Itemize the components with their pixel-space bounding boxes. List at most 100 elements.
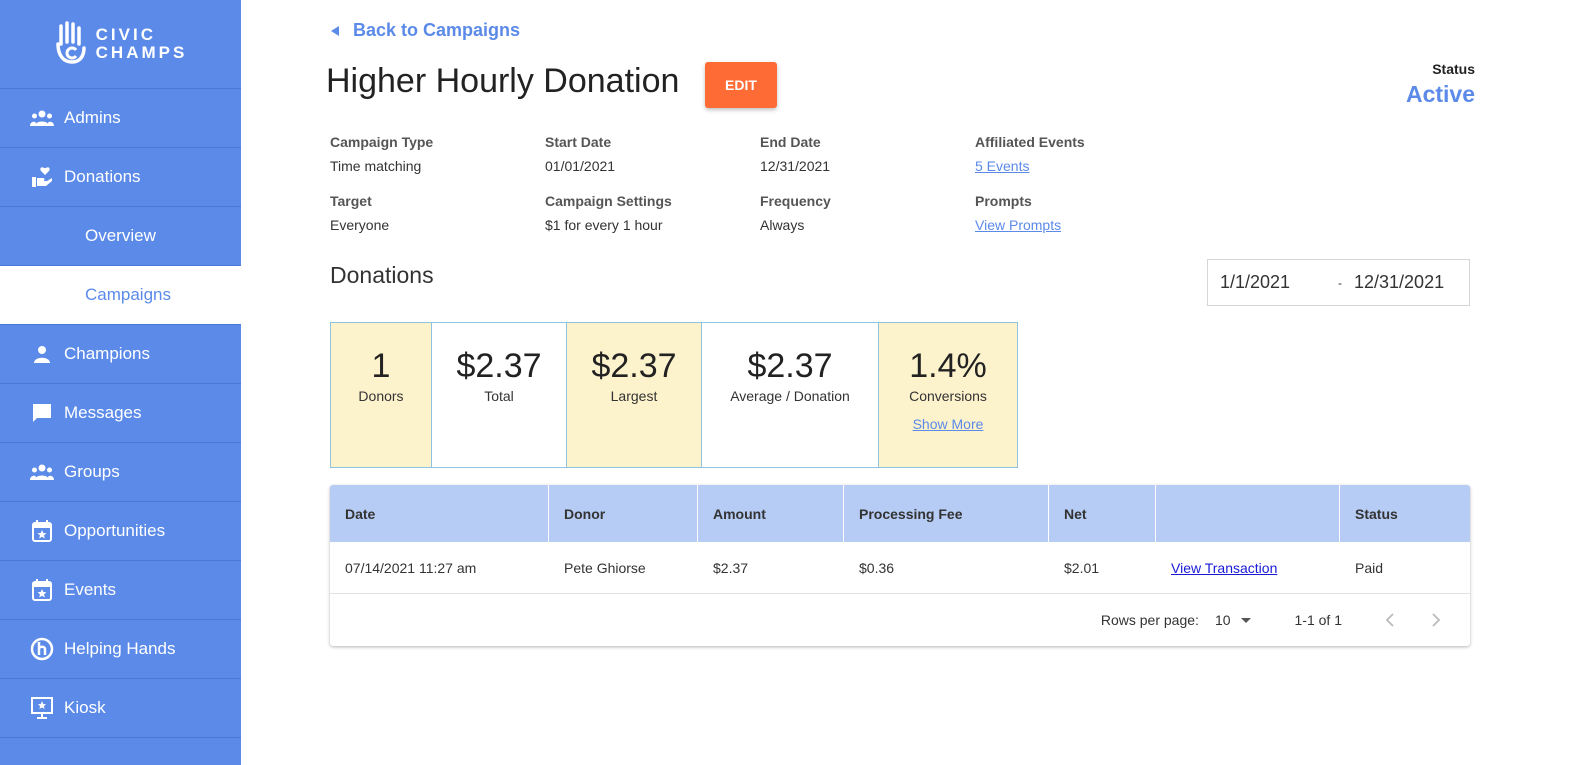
status-value: Active (1405, 81, 1475, 107)
column-header-net[interactable]: Net (1049, 485, 1156, 542)
sidebar-item-messages[interactable]: Messages (0, 384, 241, 443)
field-value: Time matching (330, 158, 422, 174)
column-header-processing-fee[interactable]: Processing Fee (844, 485, 1049, 542)
donation-stats: 1 Donors $2.37 Total $2.37 Largest $2.37… (330, 322, 1018, 468)
sidebar-item-campaigns[interactable]: Campaigns (0, 266, 241, 325)
sidebar-item-label: Helping Hands (64, 639, 176, 658)
field-value: $1 for every 1 hour (545, 217, 663, 233)
sidebar-item-events[interactable]: Events (0, 561, 241, 620)
donations-table: Date Donor Amount Processing Fee Net Sta… (330, 485, 1470, 646)
calendar-star-icon (30, 519, 54, 543)
field-value: Everyone (330, 217, 390, 233)
date-from-input[interactable]: 1/1/2021 (1220, 272, 1291, 292)
field-label: Prompts (975, 193, 1032, 209)
back-to-campaigns-link[interactable]: Back to Campaigns (331, 20, 520, 41)
date-range-picker[interactable]: 1/1/2021 - 12/31/2021 (1207, 259, 1470, 306)
column-header-donor[interactable]: Donor (549, 485, 698, 542)
sidebar-item-label: Kiosk (64, 698, 106, 717)
column-header-actions (1156, 485, 1340, 542)
sidebar-item-overview[interactable]: Overview (0, 207, 241, 266)
field-label: Frequency (760, 193, 831, 209)
sidebar-item-champions[interactable]: Champions (0, 325, 241, 384)
cell-actions: View Transaction (1156, 542, 1340, 593)
sidebar-item-kiosk[interactable]: Kiosk (0, 679, 241, 738)
main-content: Back to Campaigns Higher Hourly Donation… (241, 0, 1594, 765)
column-header-date[interactable]: Date (330, 485, 549, 542)
cell-processing-fee: $0.36 (859, 559, 895, 576)
sidebar-item-label: Events (64, 580, 116, 599)
sidebar-item-opportunities[interactable]: Opportunities (0, 502, 241, 561)
status-label: Status (1432, 61, 1475, 77)
prompts-field: Prompts View Prompts (975, 193, 1061, 233)
donations-heading: Donations (330, 262, 434, 288)
chevron-right-icon (1432, 613, 1441, 627)
start-date-field: Start Date 01/01/2021 (545, 134, 615, 174)
cell-amount: $2.37 (713, 559, 749, 576)
stat-label: Average / Donation (730, 388, 850, 404)
table-pagination: Rows per page: 10 1-1 of 1 (330, 594, 1470, 646)
sidebar-item-label: Champions (64, 344, 150, 363)
helping-hands-icon (30, 637, 54, 661)
campaign-type-field: Campaign Type Time matching (330, 134, 433, 174)
message-icon (30, 401, 54, 425)
affiliated-events-field: Affiliated Events 5 Events (975, 134, 1085, 174)
field-label: Target (330, 193, 372, 209)
edit-button[interactable]: EDIT (705, 62, 777, 108)
pagination-range: 1-1 of 1 (1294, 612, 1342, 628)
field-value: 12/31/2021 (760, 158, 831, 174)
stat-largest: $2.37 Largest (567, 323, 702, 467)
people-icon (30, 106, 54, 130)
frequency-field: Frequency Always (760, 193, 831, 233)
affiliated-events-link[interactable]: 5 Events (975, 158, 1030, 174)
show-more-link[interactable]: Show More (912, 416, 984, 432)
sidebar-item-groups[interactable]: Groups (0, 443, 241, 502)
target-field: Target Everyone (330, 193, 389, 233)
table-row: 07/14/2021 11:27 am Pete Ghiorse $2.37 $… (330, 542, 1470, 594)
rows-per-page-label: Rows per page: (1100, 612, 1199, 628)
sidebar-item-label: Admins (64, 108, 121, 127)
sidebar-item-label: Donations (64, 167, 141, 186)
stat-value: 1.4% (909, 347, 987, 385)
field-label: End Date (760, 134, 821, 150)
rows-per-page-value: 10 (1214, 612, 1231, 628)
table-header: Date Donor Amount Processing Fee Net Sta… (330, 485, 1470, 542)
sidebar-item-helping-hands[interactable]: Helping Hands (0, 620, 241, 679)
field-value: 01/01/2021 (545, 158, 616, 174)
stat-value: $2.37 (456, 347, 542, 385)
column-header-status[interactable]: Status (1355, 505, 1398, 522)
stat-value: $2.37 (747, 347, 833, 385)
field-label: Campaign Settings (545, 193, 672, 209)
stat-conversions: 1.4% Conversions Show More (879, 323, 1017, 467)
field-label: Campaign Type (330, 134, 434, 150)
stat-value: 1 (371, 347, 391, 385)
stat-total: $2.37 Total (432, 323, 567, 467)
next-page-button[interactable] (1424, 608, 1448, 632)
cell-net: $2.01 (1064, 559, 1100, 576)
chevron-left-icon (1385, 613, 1394, 627)
sidebar-item-label: Opportunities (64, 521, 166, 540)
sidebar-item-label: Campaigns (85, 285, 171, 304)
groups-icon (30, 460, 54, 484)
end-date-field: End Date 12/31/2021 (760, 134, 830, 174)
logo[interactable]: CIVIC CHAMPS (0, 0, 241, 89)
stat-label: Total (484, 388, 514, 404)
hand-logo-icon (54, 20, 88, 69)
date-to-input[interactable]: 12/31/2021 (1354, 272, 1445, 292)
column-header-amount[interactable]: Amount (698, 485, 844, 542)
page-title: Higher Hourly Donation (326, 62, 680, 100)
sidebar-item-admins[interactable]: Admins (0, 89, 241, 148)
campaign-settings-field: Campaign Settings $1 for every 1 hour (545, 193, 672, 233)
sidebar-item-donations[interactable]: Donations (0, 148, 241, 207)
date-separator: - (1338, 275, 1342, 290)
logo-text: CIVIC CHAMPS (95, 25, 188, 62)
stat-average: $2.37 Average / Donation (702, 323, 879, 467)
view-prompts-link[interactable]: View Prompts (975, 217, 1062, 233)
view-transaction-link[interactable]: View Transaction (1171, 559, 1278, 576)
rows-per-page-select[interactable]: 10 (1215, 612, 1251, 628)
back-arrow-icon (331, 25, 339, 36)
sidebar-item-label: Groups (64, 462, 120, 481)
cell-status: Paid (1355, 559, 1384, 576)
cell-date: 07/14/2021 11:27 am (345, 559, 477, 576)
sidebar-item-label: Messages (64, 403, 142, 422)
previous-page-button[interactable] (1378, 608, 1402, 632)
